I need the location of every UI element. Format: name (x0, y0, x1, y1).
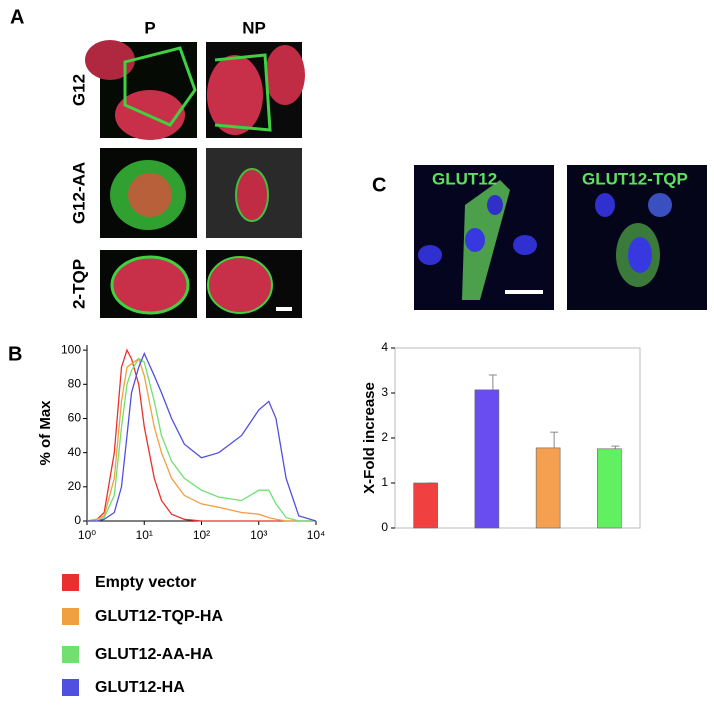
panel-label: B (8, 343, 22, 365)
bar (413, 482, 438, 529)
legend-swatch (62, 679, 79, 696)
column-label: P (144, 18, 155, 37)
y-tick-label: 3 (381, 385, 388, 399)
y-axis-label: % of Max (37, 400, 54, 466)
x-tick-label: 10³ (250, 528, 267, 542)
y-axis-label: X-Fold increase (361, 382, 378, 494)
histogram-line (87, 357, 316, 522)
column-label: NP (242, 18, 266, 37)
row-label: 2-TQP (69, 259, 88, 309)
x-tick-label: 10⁰ (78, 528, 96, 542)
image-label: GLUT12-TQP (582, 169, 688, 188)
legend-label: GLUT12-AA-HA (95, 646, 214, 663)
y-tick-label: 20 (68, 479, 82, 493)
legend-swatch (62, 574, 79, 591)
histogram-line (87, 351, 317, 522)
y-tick-label: 0 (74, 513, 81, 527)
y-tick-label: 40 (68, 445, 82, 459)
histogram-line (86, 348, 316, 522)
image-label: GLUT12 (432, 169, 497, 188)
micrographs-a (85, 40, 305, 318)
legend-label: Empty vector (95, 574, 196, 591)
row-label: G12 (69, 74, 88, 106)
legend-label: GLUT12-TQP-HA (95, 608, 223, 625)
y-tick-label: 1 (381, 475, 388, 489)
y-tick-label: 2 (381, 430, 388, 444)
panel-label: C (372, 174, 386, 196)
legend-swatch (62, 646, 79, 663)
legend-label: GLUT12-HA (95, 679, 185, 696)
y-tick-label: 0 (381, 520, 388, 534)
y-tick-label: 80 (68, 376, 82, 390)
bar (474, 389, 500, 529)
x-tick-label: 10⁴ (307, 528, 326, 542)
x-tick-label: 10² (193, 528, 210, 542)
y-tick-label: 4 (381, 340, 388, 354)
histogram-line (86, 357, 316, 522)
bar (535, 447, 561, 529)
y-tick-label: 60 (68, 411, 82, 425)
x-tick-label: 10¹ (136, 528, 153, 542)
y-tick-label: 100 (61, 342, 81, 356)
bar (597, 448, 622, 529)
legend-swatch (62, 608, 79, 625)
panel-label: A (10, 6, 24, 28)
micrographs-c (414, 165, 707, 310)
row-label: G12-AA (69, 162, 88, 224)
